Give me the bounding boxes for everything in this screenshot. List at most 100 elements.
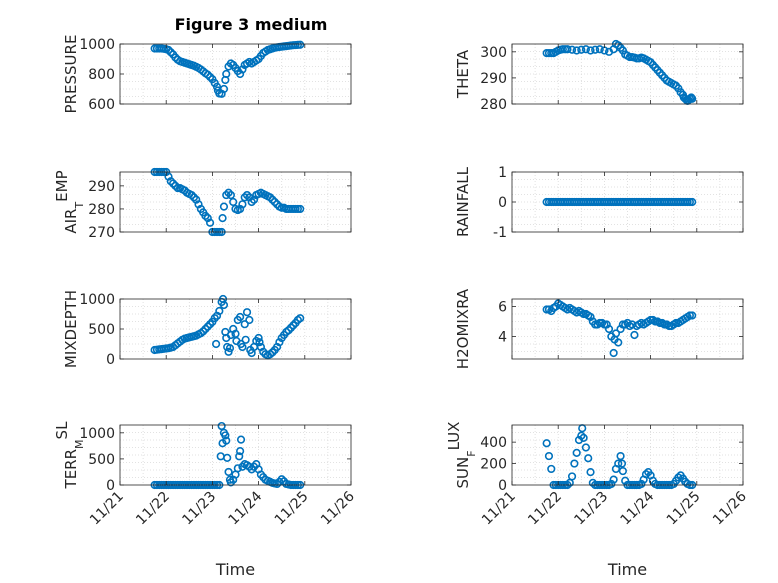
y-tick-label: 0 (498, 195, 507, 211)
data-point (224, 188, 233, 197)
data-point (567, 45, 577, 54)
data-point (212, 82, 222, 91)
data-point (240, 320, 249, 329)
y-tick-label: 1000 (79, 292, 115, 308)
data-point (247, 197, 256, 207)
y-axis-label: SUNFLUX (445, 422, 478, 489)
data-point (219, 202, 229, 211)
data-point (581, 45, 591, 54)
figure-title: Figure 3 medium (175, 15, 328, 34)
data-point (674, 473, 683, 482)
axes-box (511, 298, 744, 360)
data-point (630, 330, 639, 340)
y-axis-label: THETA (454, 49, 472, 99)
data-point (618, 466, 627, 476)
data-point (688, 94, 697, 103)
data-series (150, 294, 305, 360)
y-axis-label: MIXDEPTH (62, 290, 80, 368)
y-tick-label: 1 (498, 165, 507, 181)
data-point (254, 333, 263, 343)
data-point (238, 200, 247, 209)
data-point (268, 195, 277, 204)
data-point (222, 190, 231, 200)
data-point (222, 436, 231, 445)
y-tick-label: 1000 (79, 426, 115, 442)
y-tick-label: 280 (88, 202, 115, 218)
data-point (225, 344, 235, 353)
x-tick-label: 11/26 (710, 488, 750, 528)
x-tick-label: 11/22 (133, 489, 173, 529)
data-point (229, 197, 238, 207)
data-point (563, 45, 572, 54)
data-point (544, 451, 554, 461)
data-series (150, 40, 305, 98)
y-tick-label: 600 (88, 97, 115, 113)
grid (120, 299, 351, 359)
subplot-mixdepth: 1000 500 0 MIXDEPTH (62, 290, 352, 368)
axes-box (511, 424, 744, 486)
data-point (223, 453, 232, 462)
axes-box (119, 171, 352, 233)
data-point (218, 214, 227, 223)
y-axis-label: TERRMSL (53, 421, 86, 490)
y-tick-label: 270 (88, 225, 115, 241)
data-point (581, 443, 591, 452)
data-point (572, 448, 581, 457)
x-tick-label: 11/25 (272, 489, 312, 529)
data-point (570, 459, 579, 468)
data-series (542, 197, 697, 207)
y-tick-label: 400 (480, 435, 507, 451)
data-point (238, 342, 247, 352)
subplot-rainfall: 1 0 -1 RAINFALL (454, 165, 744, 241)
y-tick-label: 300 (480, 45, 507, 61)
y-axis-label: RAINFALL (454, 166, 472, 237)
data-point (219, 84, 229, 94)
data-point (224, 467, 233, 477)
y-tick-label: 500 (88, 452, 115, 468)
data-point (205, 72, 215, 82)
data-point (266, 193, 275, 202)
data-point (270, 197, 279, 207)
data-point (595, 45, 604, 54)
x-tick-label: 11/22 (525, 489, 565, 529)
grid (512, 425, 743, 485)
data-point (226, 190, 235, 200)
y-tick-label: 6 (498, 300, 507, 316)
data-point (203, 70, 212, 79)
data-point (236, 435, 246, 444)
data-point (240, 193, 249, 202)
x-axis-label: Time (215, 560, 255, 579)
data-point (574, 435, 584, 445)
y-tick-label: 0 (498, 478, 507, 494)
grid (120, 425, 351, 485)
data-point (542, 439, 551, 448)
data-point (609, 475, 618, 484)
data-point (296, 204, 305, 214)
data-point (637, 479, 646, 489)
x-tick-label: 11/24 (226, 488, 266, 528)
y-tick-label: 0 (106, 478, 115, 494)
y-tick-label: 280 (480, 97, 507, 113)
axes-box (511, 43, 744, 105)
x-axis-label: Time (607, 560, 647, 579)
y-tick-label: 0 (106, 352, 115, 368)
data-point (189, 193, 199, 202)
data-point (584, 454, 593, 463)
data-point (547, 464, 556, 474)
data-point (187, 190, 196, 200)
data-point (211, 339, 221, 349)
y-tick-label: 290 (88, 179, 115, 195)
x-tick-label: 11/24 (618, 488, 658, 528)
y-tick-label: 290 (480, 71, 507, 87)
x-tick-label: 11/26 (318, 488, 358, 528)
data-point (275, 338, 284, 347)
data-point (688, 311, 697, 320)
x-tick-label: 11/21 (479, 489, 519, 529)
data-point (164, 45, 173, 55)
data-point (169, 179, 178, 188)
subplot-theta: 300 290 280 THETA (454, 39, 744, 113)
